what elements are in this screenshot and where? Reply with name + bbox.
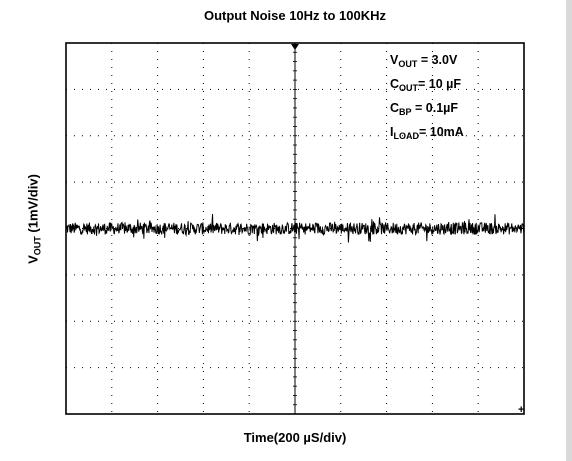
- x-axis-label: Time(200 µS/div): [243, 430, 347, 445]
- y-axis-label: VOUT (1mV/div): [25, 174, 43, 264]
- trigger-marker: [291, 44, 299, 50]
- condition-vout: VOUT = 3.0V: [390, 53, 458, 69]
- condition-iload: ILOAD= 10mA: [390, 125, 464, 141]
- chart-title: Output Noise 10Hz to 100KHz: [203, 8, 387, 23]
- noise-trace: [65, 213, 525, 243]
- trace-group: [65, 213, 525, 243]
- condition-cbp: CBP = 0.1µF: [390, 101, 459, 117]
- edge-strip: [566, 0, 572, 461]
- conditions-legend: VOUT = 3.0V COUT= 10 µF CBP = 0.1µF ILOA…: [390, 50, 464, 146]
- ground-marker: +: [518, 404, 524, 416]
- condition-cout: COUT= 10 µF: [390, 77, 462, 93]
